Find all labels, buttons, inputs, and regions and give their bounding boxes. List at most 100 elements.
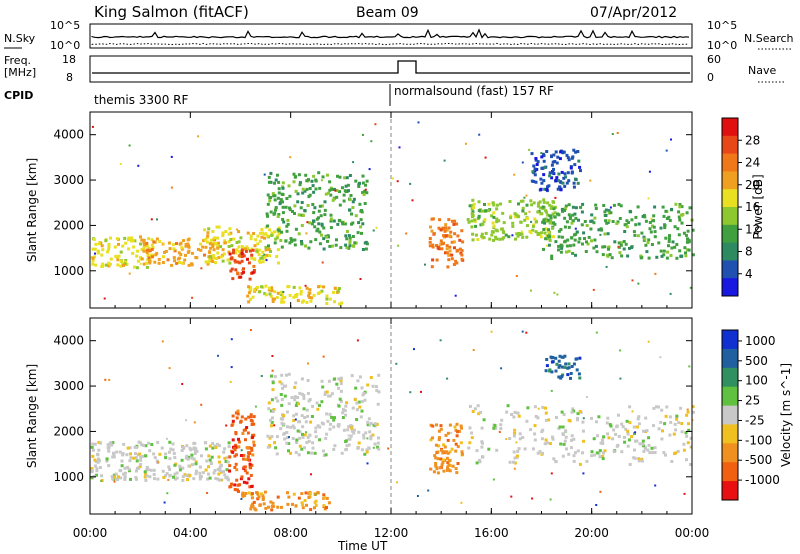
heatmap-cell [142,238,146,242]
heatmap-cell [285,229,289,233]
heatmap-cell [322,285,326,289]
heatmap-cell [250,446,254,450]
heatmap-cell [318,186,322,190]
heatmap-cell [120,464,124,468]
heatmap-cell [292,180,296,184]
heatmap-cell [173,456,177,460]
heatmap-cell [659,420,663,424]
heatmap-cell [307,195,311,199]
heatmap-cell [460,253,464,257]
heatmap-cell [334,243,338,247]
heatmap-cell [661,205,665,209]
scatter-cell [128,272,131,275]
heatmap-cell [691,405,695,409]
heatmap-cell [123,477,127,481]
scatter-cell [352,161,355,164]
heatmap-cell [679,213,683,217]
heatmap-cell [622,247,626,251]
heatmap-cell [544,406,547,410]
heatmap-cell [274,206,278,210]
heatmap-cell [431,436,434,440]
heatmap-cell [525,235,529,239]
heatmap-cell [297,173,301,177]
scatter-cell [498,431,501,433]
heatmap-cell [294,381,298,385]
heatmap-cell [119,259,123,263]
heatmap-cell [514,215,518,219]
heatmap-cell [657,427,661,431]
heatmap-cell [622,240,626,243]
heatmap-cell [608,253,612,257]
heatmap-cell [187,237,191,241]
scatter-cell [108,378,111,381]
heatmap-cell [273,441,276,445]
heatmap-cell [453,219,457,223]
heatmap-cell [244,438,247,442]
y-tick-label: 4000 [53,334,84,348]
heatmap-cell [224,476,228,480]
heatmap-cell [563,207,567,211]
heatmap-cell [92,237,96,241]
heatmap-cell [636,205,640,209]
heatmap-cell [624,242,628,246]
heatmap-cell [445,456,449,460]
scatter-cell [537,407,540,410]
heatmap-cell [628,246,631,250]
heatmap-cell [316,407,320,411]
heatmap-cell [172,452,176,455]
heatmap-cell [301,191,305,195]
heatmap-cell [521,206,525,210]
heatmap-cell [530,152,534,156]
colorbar-tick-label: 24 [745,156,760,170]
heatmap-cell [515,454,519,458]
heatmap-cell [185,454,189,458]
heatmap-cell [687,240,691,244]
heatmap-cell [576,150,580,153]
heatmap-cell [136,249,140,253]
heatmap-cell [284,239,288,243]
heatmap-cell [561,365,564,369]
heatmap-cell [495,217,499,221]
scatter-cell [523,196,526,199]
heatmap-cell [592,221,596,225]
heatmap-cell [247,285,251,289]
heatmap-cell [264,284,268,288]
scatter-cell [605,265,608,268]
heatmap-cell [270,420,274,424]
heatmap-cell [310,415,314,418]
heatmap-cell [535,168,539,171]
noise-right-tick-top: 10^5 [707,19,737,32]
heatmap-cell [241,494,245,498]
heatmap-cell [227,250,231,254]
heatmap-cell [239,236,243,240]
heatmap-cell [432,470,436,474]
colorbar-tick-label: 500 [745,354,768,368]
heatmap-cell [454,442,458,446]
heatmap-cell [298,444,302,448]
scatter-cell [364,188,367,191]
heatmap-cell [242,267,245,271]
heatmap-cell [277,213,281,216]
heatmap-cell [300,224,304,227]
heatmap-cell [447,218,451,222]
heatmap-cell [275,435,279,439]
heatmap-cell [682,448,686,452]
heatmap-cell [263,490,267,494]
heatmap-cell [216,246,220,250]
heatmap-cell [687,422,690,426]
heatmap-cell [542,247,545,251]
scatter-cell [366,462,369,465]
heatmap-cell [335,188,339,192]
heatmap-cell [558,157,562,161]
heatmap-cell [91,256,95,260]
heatmap-cell [507,235,511,239]
heatmap-cell [577,372,581,376]
heatmap-cell [441,242,445,246]
scatter-cell [320,179,323,182]
heatmap-cell [296,192,300,196]
scatter-cell [150,218,153,221]
heatmap-cell [559,228,563,231]
heatmap-cell [270,233,274,237]
heatmap-cell [341,416,345,419]
heatmap-cell [317,216,320,220]
